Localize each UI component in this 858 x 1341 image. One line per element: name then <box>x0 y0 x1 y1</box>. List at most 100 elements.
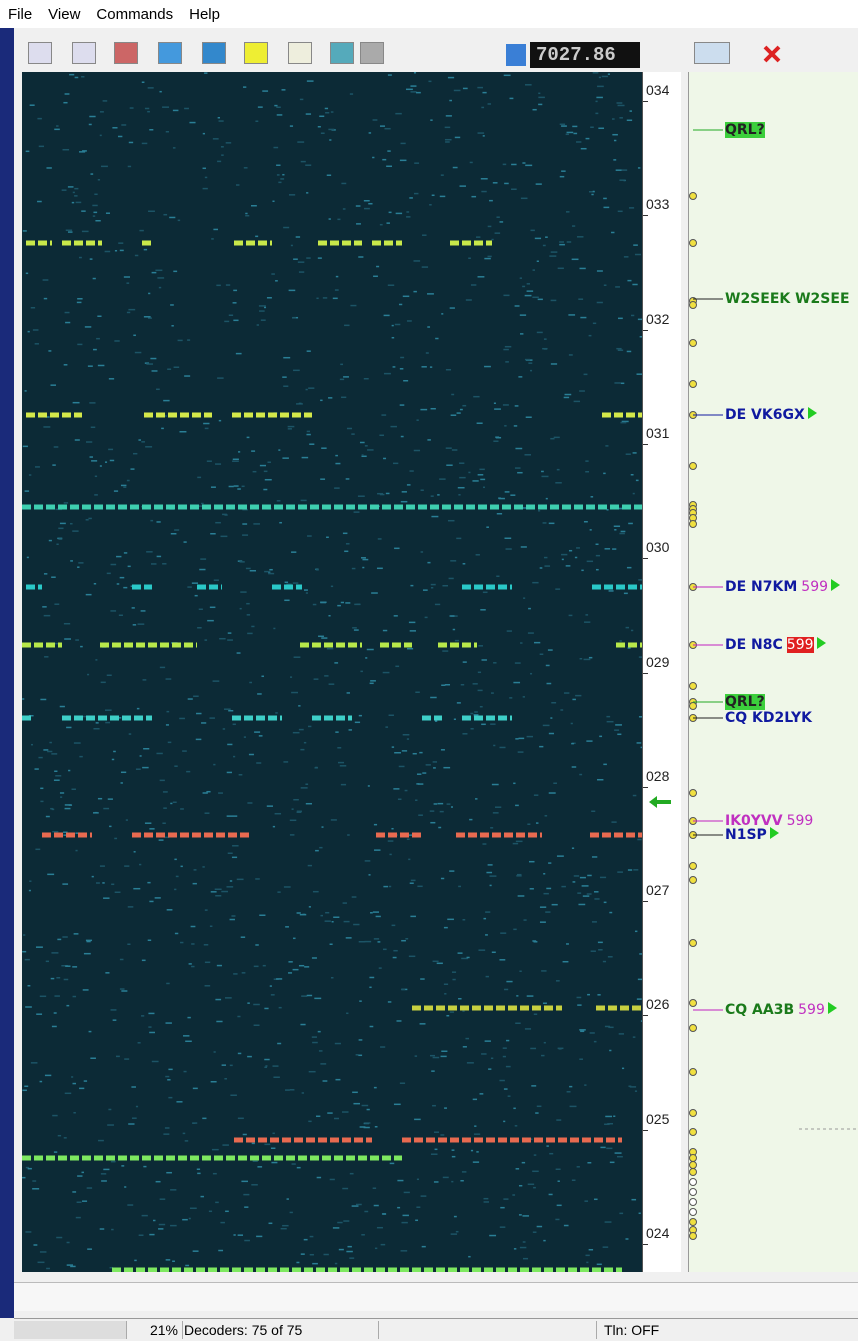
tool-button[interactable] <box>694 42 730 64</box>
noise-speck <box>444 993 446 995</box>
tune-icon[interactable] <box>506 44 526 66</box>
noise-speck <box>549 523 555 525</box>
signal-dash <box>58 1156 67 1161</box>
noise-speck <box>203 133 205 135</box>
signal-dash <box>232 1268 241 1273</box>
signal-dash <box>178 505 187 510</box>
signal-dash <box>238 1156 247 1161</box>
spot[interactable]: QRL? <box>725 122 765 138</box>
noise-speck <box>245 215 249 217</box>
noise-speck <box>586 740 592 742</box>
signal-dash <box>202 505 211 510</box>
noise-speck <box>522 1162 525 1164</box>
signal-dash <box>400 1268 409 1273</box>
tool-button[interactable] <box>330 42 354 64</box>
tool-button[interactable] <box>360 42 384 64</box>
noise-speck <box>210 607 216 609</box>
noise-speck <box>349 1257 354 1259</box>
menu-help[interactable]: Help <box>181 0 228 23</box>
noise-speck <box>596 544 599 546</box>
noise-speck <box>216 1021 222 1023</box>
menu-file[interactable]: File <box>0 0 40 23</box>
noise-speck <box>549 255 556 257</box>
noise-speck <box>447 803 451 805</box>
noise-speck <box>158 1228 163 1230</box>
spot[interactable]: CQ KD2LYK <box>725 710 812 726</box>
noise-speck <box>440 196 445 198</box>
noise-speck <box>319 847 322 849</box>
tool-button[interactable] <box>244 42 268 64</box>
signal-dash <box>156 413 165 418</box>
spot[interactable]: QRL? <box>725 694 765 710</box>
noise-speck <box>149 1032 155 1034</box>
signal-dash <box>498 1138 507 1143</box>
signal-dash <box>330 241 339 246</box>
noise-speck <box>308 387 314 389</box>
noise-speck <box>546 665 550 667</box>
noise-speck <box>105 972 109 974</box>
tool-button[interactable] <box>72 42 96 64</box>
spot-dot <box>690 863 697 870</box>
noise-speck <box>423 589 428 591</box>
tool-button[interactable] <box>114 42 138 64</box>
noise-speck <box>446 464 452 466</box>
noise-speck <box>121 782 123 784</box>
noise-speck <box>238 1053 241 1055</box>
noise-speck <box>418 783 423 785</box>
noise-speck <box>503 1121 505 1123</box>
signal-dash <box>434 716 442 721</box>
signal-dash <box>622 505 631 510</box>
spot[interactable]: DE VK6GX <box>725 407 817 423</box>
noise-speck <box>244 1206 248 1208</box>
noise-speck <box>543 725 550 727</box>
noise-speck <box>106 212 110 214</box>
tool-button[interactable] <box>28 42 52 64</box>
noise-speck <box>538 93 540 95</box>
noise-speck <box>450 1011 454 1013</box>
spot[interactable]: N1SP <box>725 827 779 843</box>
noise-speck <box>504 425 506 427</box>
noise-speck <box>52 831 58 833</box>
noise-speck <box>255 878 260 880</box>
signal-dash <box>474 585 483 590</box>
signal-dash <box>628 585 637 590</box>
noise-speck <box>334 487 340 489</box>
noise-speck <box>481 724 486 726</box>
close-icon[interactable] <box>762 44 782 64</box>
noise-speck <box>38 1262 45 1264</box>
noise-speck <box>172 1261 175 1263</box>
noise-speck <box>210 926 213 928</box>
signal-dash <box>280 716 282 721</box>
noise-speck <box>495 232 501 234</box>
noise-speck <box>165 415 167 417</box>
noise-speck <box>116 556 121 558</box>
tool-button[interactable] <box>158 42 182 64</box>
noise-speck <box>603 198 607 200</box>
noise-speck <box>273 628 275 630</box>
signal-dash <box>520 1268 529 1273</box>
noise-speck <box>476 554 480 556</box>
signal-dash <box>172 1268 181 1273</box>
noise-speck <box>257 324 259 326</box>
noise-speck <box>137 708 140 710</box>
menu-commands[interactable]: Commands <box>88 0 181 23</box>
signal-dash <box>562 505 571 510</box>
spot[interactable]: W2SEEK W2SEE <box>725 291 850 307</box>
noise-speck <box>509 98 513 100</box>
noise-speck <box>505 346 511 348</box>
signal-dash <box>496 1006 505 1011</box>
signal-dash <box>168 833 177 838</box>
noise-speck <box>383 458 386 460</box>
menu-view[interactable]: View <box>40 0 88 23</box>
tool-button[interactable] <box>202 42 226 64</box>
tool-button[interactable] <box>288 42 312 64</box>
noise-speck <box>273 826 275 828</box>
noise-speck <box>422 266 428 268</box>
noise-speck <box>101 1173 106 1175</box>
noise-speck <box>276 164 280 166</box>
noise-speck <box>312 957 317 959</box>
noise-speck <box>331 819 337 821</box>
